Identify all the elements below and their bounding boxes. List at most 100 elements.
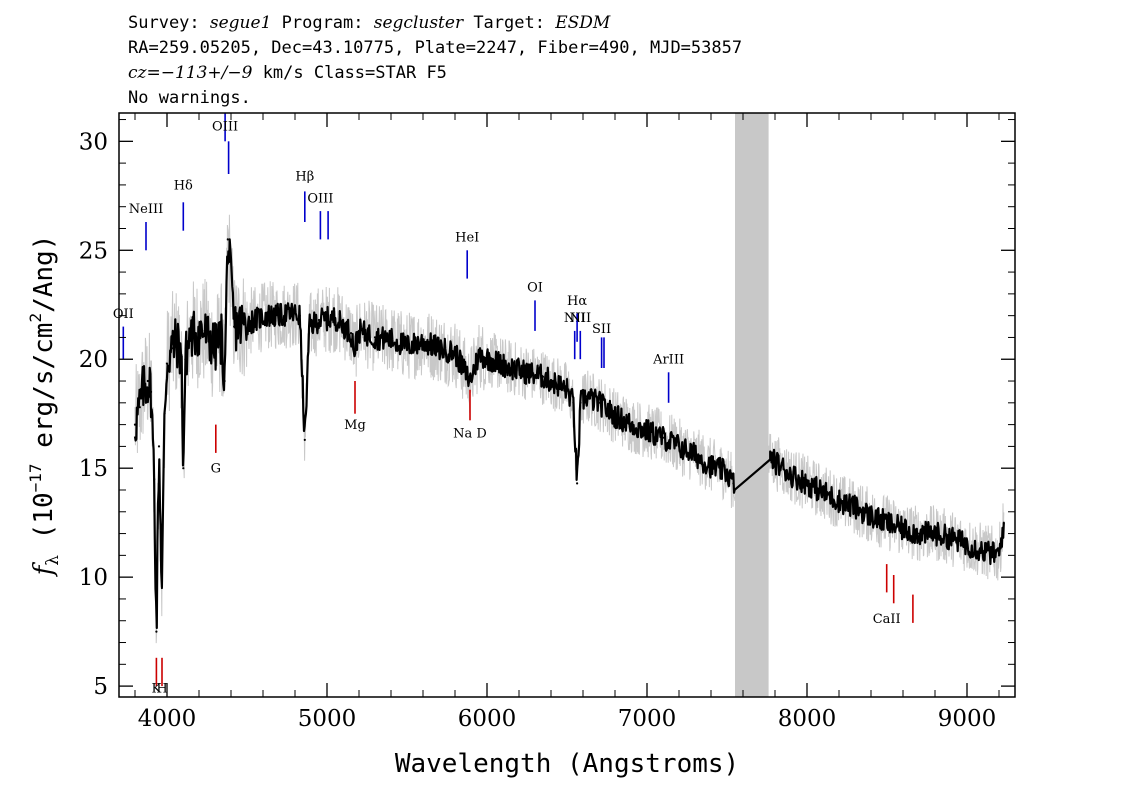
line-marker-label: Hα <box>567 294 587 309</box>
flux-point <box>557 384 561 387</box>
flux-point <box>153 478 156 481</box>
flux-point <box>138 406 141 409</box>
line-marker-label: ArIII <box>652 353 684 368</box>
flux-point <box>421 340 425 343</box>
program-value: segcluster <box>374 13 464 33</box>
flux-point <box>709 464 713 468</box>
flux-point <box>965 543 969 546</box>
x-tick-label: 9000 <box>938 706 997 732</box>
target-value: ESDM <box>554 13 611 33</box>
flux-point <box>677 445 681 448</box>
flux-point <box>579 401 582 404</box>
x-tick-label: 5000 <box>298 706 357 732</box>
flux-point <box>265 314 268 317</box>
flux-point <box>525 371 529 374</box>
line-marker-label: CaII <box>873 612 901 627</box>
flux-point <box>233 325 236 328</box>
flux-point <box>885 521 889 524</box>
line-marker-label: K <box>152 682 162 697</box>
flux-point <box>207 336 210 339</box>
flux-point <box>725 471 729 474</box>
flux-point <box>509 366 513 370</box>
line-marker-label: HeI <box>455 231 479 246</box>
flux-point <box>290 312 293 315</box>
flux-point <box>468 379 471 383</box>
flux-noise-band <box>134 214 1005 644</box>
flux-point <box>837 499 841 502</box>
flux-point <box>917 532 921 535</box>
flux-point <box>732 482 735 485</box>
flux-point <box>437 347 441 350</box>
flux-point <box>981 549 985 553</box>
line-marker-label: OIII <box>212 119 238 134</box>
redshift-value: cz=−113+/−9 <box>128 63 253 83</box>
flux-point <box>349 332 353 335</box>
flux-point <box>805 482 809 485</box>
flux-point <box>645 430 649 433</box>
flux-point <box>585 395 588 398</box>
noise-trace <box>768 433 1005 581</box>
line-marker-label: Hβ <box>295 170 314 185</box>
flux-point <box>226 238 229 241</box>
flux-point <box>613 414 617 417</box>
flux-point <box>308 325 311 328</box>
flux-point <box>353 349 356 352</box>
flux-point <box>155 630 158 633</box>
y-tick-label: 25 <box>79 238 108 264</box>
y-tick-label: 15 <box>79 456 108 482</box>
flux-point <box>821 491 825 494</box>
flux-point <box>182 467 185 470</box>
flux-series <box>133 238 1005 633</box>
flux-point <box>163 412 166 415</box>
x-tick-label: 6000 <box>458 706 517 732</box>
flux-point <box>170 347 173 350</box>
y-tick-label: 20 <box>79 347 108 373</box>
line-marker-label: OI <box>527 281 543 296</box>
flux-point <box>201 329 204 332</box>
flux-point <box>389 338 393 341</box>
flux-point <box>188 336 191 339</box>
flux-point <box>333 316 337 319</box>
flux-point <box>597 401 601 404</box>
flux-point <box>933 532 937 535</box>
flux-point <box>220 336 223 339</box>
flux-point <box>298 314 301 317</box>
flux-point <box>357 329 361 332</box>
flux-point <box>949 536 953 540</box>
y-tick-label: 5 <box>93 674 108 700</box>
line-marker-label: OII <box>113 307 134 322</box>
flux-point <box>242 323 245 326</box>
flux-point <box>373 336 377 339</box>
flux-point <box>146 379 149 383</box>
header-line-4: No warnings. <box>128 88 251 108</box>
line-marker-label: G <box>211 462 221 477</box>
line-marker-label: OIII <box>307 191 333 206</box>
survey-value: segue1 <box>210 13 272 33</box>
flux-point <box>133 423 137 426</box>
flux-point <box>141 388 145 391</box>
axis-ticks: 4000 5000 6000 7000 8000 9000 5 10 15 20 25 30 <box>79 113 1015 732</box>
flux-point <box>175 340 178 343</box>
y-tick-label: 10 <box>79 565 108 591</box>
flux-point <box>572 401 575 404</box>
x-tick-label: 7000 <box>618 706 677 732</box>
line-marker-label: NII <box>569 311 591 326</box>
line-marker-label: H <box>156 682 167 697</box>
flux-point <box>693 454 697 457</box>
flux-point <box>769 458 772 461</box>
flux-point <box>157 445 161 448</box>
flux-point <box>869 515 873 518</box>
spectral-line-markers: OIINeIIIHδOIIIHβOIIIHeIOINIIHαNIISIIArII… <box>113 113 914 697</box>
flux-point <box>253 318 257 322</box>
flux-line <box>133 238 1005 630</box>
flux-point <box>661 436 665 439</box>
x-axis-title: Wavelength (Angstroms) <box>395 749 739 779</box>
y-axis-title: fλ (10−17 erg/s/cm2/Ang) <box>26 235 63 578</box>
line-marker-label: Mg <box>344 418 366 433</box>
flux-point <box>629 423 633 426</box>
x-tick-label: 4000 <box>138 706 197 732</box>
line-marker-label: NeIII <box>129 202 163 217</box>
flux-point <box>541 375 545 378</box>
plot-frame <box>118 112 1016 698</box>
line-marker-label: Na D <box>453 427 487 442</box>
